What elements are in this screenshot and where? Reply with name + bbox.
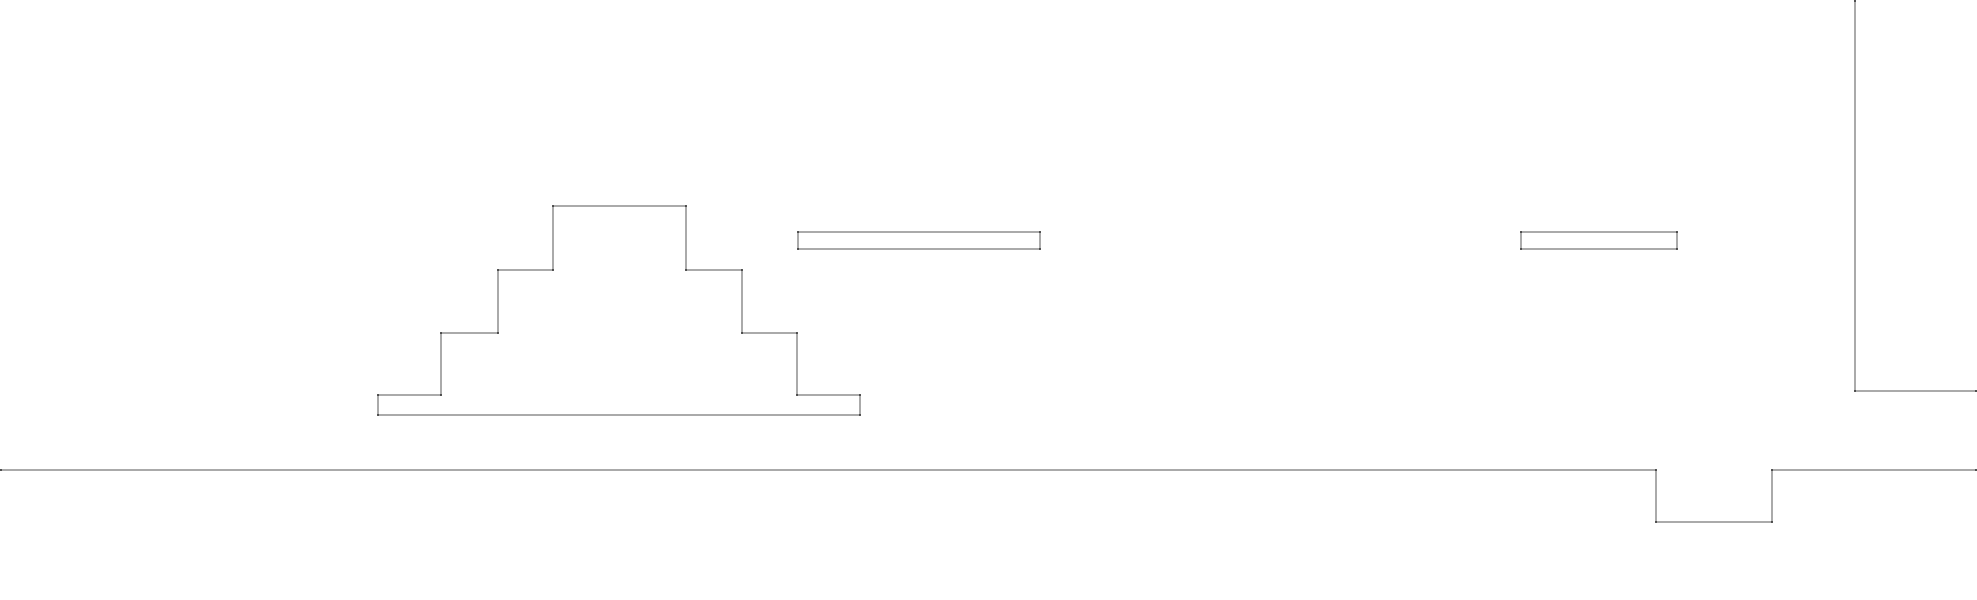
pyramid-outline — [377, 205, 861, 416]
right-wall-ledge — [1854, 0, 1977, 392]
floating-platform-right-outline — [1520, 231, 1678, 250]
pyramid-vertices — [377, 205, 861, 416]
right-wall-outline — [1854, 0, 1977, 392]
stepped-pyramid-platform — [377, 205, 861, 416]
floating-platform-right — [1520, 231, 1678, 250]
floating-platform-left — [797, 231, 1041, 250]
ground-line-with-pit — [0, 469, 1977, 523]
floating-platform-left-outline — [797, 231, 1041, 250]
ground-outline — [0, 469, 1977, 523]
